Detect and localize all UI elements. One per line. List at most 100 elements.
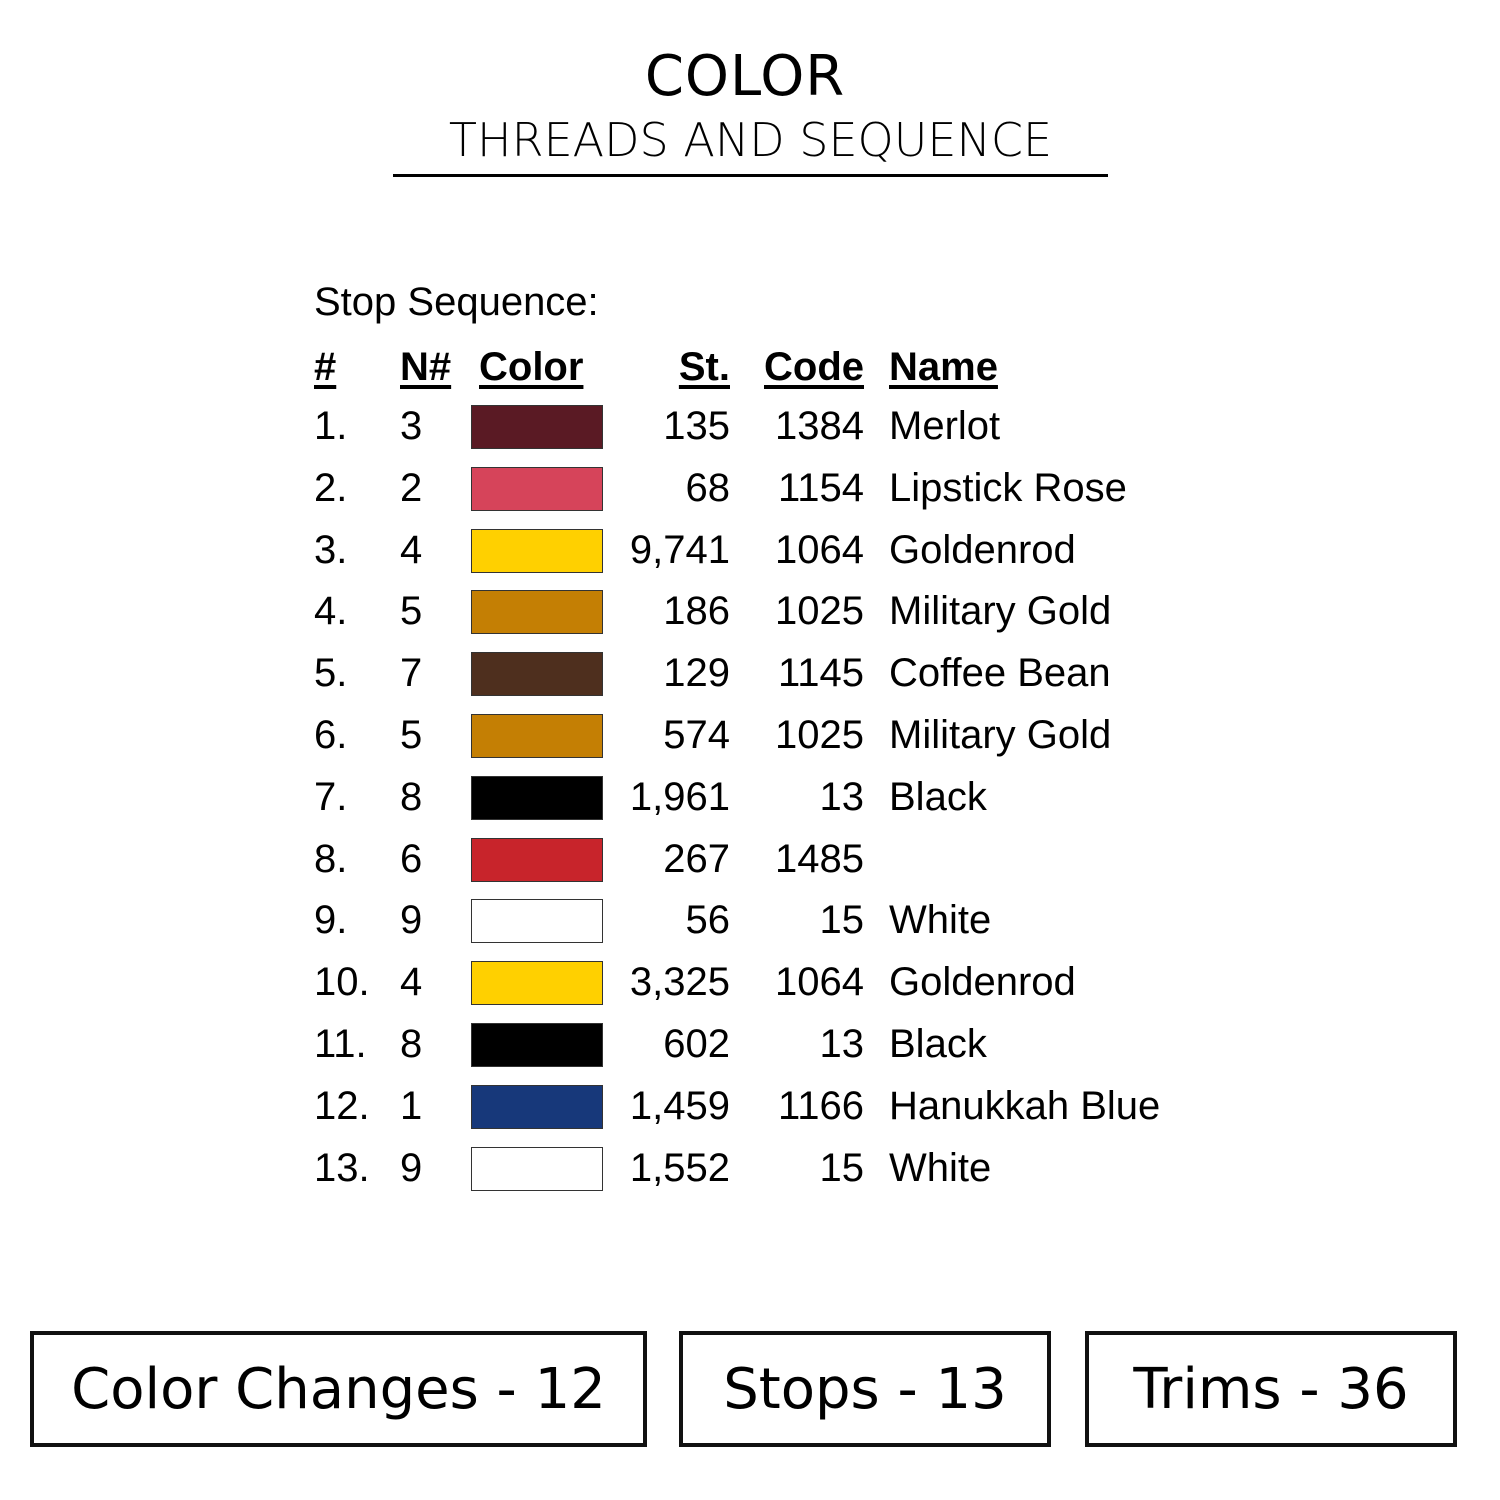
stitch-count: 602 [663,1022,730,1066]
row-number: 8. [314,836,348,881]
thread-name: Merlot [889,404,1001,448]
needle-number: 3 [400,404,423,448]
page-subtitle: THREADS AND SEQUENCE [393,112,1108,177]
table-row: 12. 1 1,459 1166 Hanukkah Blue [0,1084,1500,1134]
header-color: Color [479,345,584,389]
thread-name: Goldenrod [889,960,1076,1005]
table-row: 3. 4 9,741 1064 Goldenrod [0,528,1500,578]
thread-code: 1025 [775,713,864,757]
thread-code: 1166 [777,1083,864,1128]
thread-code: 1064 [775,527,864,572]
needle-number: 7 [400,651,423,696]
stops-label: Stops - 13 [723,1356,1007,1422]
color-swatch [471,466,603,511]
table-row: 8. 6 267 1485 [0,837,1500,887]
row-number: 12. [314,1083,370,1128]
needle-number: 5 [400,713,423,757]
thread-code: 13 [819,774,865,819]
stitch-count: 1,552 [629,1145,730,1190]
thread-code: 1025 [775,589,864,634]
stitch-count: 56 [685,898,731,943]
row-number: 10. [314,960,370,1005]
header-stitches: St. [678,345,730,389]
stitch-count: 68 [685,465,731,510]
color-swatch [471,714,603,758]
needle-number: 8 [400,774,423,819]
color-swatch [471,528,603,573]
table-row: 4. 5 186 1025 Military Gold [0,589,1500,639]
needle-number: 2 [400,465,423,510]
needle-number: 1 [400,1083,423,1128]
table-row: 11. 8 602 13 Black [0,1022,1500,1072]
thread-code: 1485 [775,836,864,881]
thread-code: 1145 [777,651,864,696]
row-number: 6. [314,713,348,757]
stitch-count: 9,741 [629,527,730,572]
thread-name: Goldenrod [889,527,1076,572]
stitch-count: 1,961 [629,774,730,819]
row-number: 3. [314,527,348,572]
stops-box: Stops - 13 [679,1331,1051,1447]
thread-code: 15 [819,898,865,943]
color-swatch [471,899,603,944]
table-row: 13. 9 1,552 15 White [0,1146,1500,1196]
stitch-count: 267 [663,836,730,881]
table-row: 7. 8 1,961 13 Black [0,775,1500,825]
thread-code: 1154 [777,465,864,510]
header-code: Code [764,345,864,389]
color-swatch [471,961,603,1006]
thread-name: Hanukkah Blue [889,1083,1161,1128]
needle-number: 4 [400,960,423,1005]
color-swatch [471,1146,603,1191]
table-header: # N# Color St. Code Name [0,345,1500,395]
header-num: # [314,345,337,389]
needle-number: 9 [400,898,423,943]
stitch-count: 3,325 [629,960,730,1005]
color-changes-label: Color Changes - 12 [71,1356,606,1422]
stitch-count: 1,459 [629,1083,730,1128]
table-row: 10. 4 3,325 1064 Goldenrod [0,960,1500,1010]
header-name: Name [889,345,998,389]
row-number: 2. [314,465,348,510]
table-row: 5. 7 129 1145 Coffee Bean [0,651,1500,701]
color-swatch [471,405,603,449]
needle-number: 8 [400,1022,423,1066]
needle-number: 5 [400,589,423,634]
row-number: 5. [314,651,348,696]
thread-name: Black [889,1022,987,1066]
stitch-count: 129 [663,651,730,696]
row-number: 13. [314,1145,370,1190]
thread-code: 1384 [775,404,864,448]
table-row: 9. 9 56 15 White [0,898,1500,948]
thread-code: 15 [819,1145,865,1190]
trims-label: Trims - 36 [1133,1356,1409,1422]
page-title: COLOR [644,44,846,109]
table-row: 2. 2 68 1154 Lipstick Rose [0,466,1500,516]
row-number: 4. [314,589,348,634]
color-changes-box: Color Changes - 12 [30,1331,647,1447]
thread-name: White [889,898,992,943]
table-row: 1. 3 135 1384 Merlot [0,404,1500,454]
thread-name: Military Gold [889,713,1112,757]
color-swatch [471,652,603,697]
stitch-count: 135 [663,404,730,448]
color-swatch [471,837,603,882]
header-needle: N# [400,345,452,389]
color-swatch [471,775,603,820]
thread-name: Military Gold [889,589,1112,634]
thread-code: 1064 [775,960,864,1005]
thread-code: 13 [819,1022,865,1066]
needle-number: 4 [400,527,423,572]
table-row: 6. 5 574 1025 Military Gold [0,713,1500,763]
needle-number: 6 [400,836,423,881]
needle-number: 9 [400,1145,423,1190]
thread-name: White [889,1145,992,1190]
color-swatch [471,1084,603,1129]
thread-name: Lipstick Rose [889,465,1127,510]
trims-box: Trims - 36 [1085,1331,1457,1447]
color-swatch [471,590,603,635]
color-swatch [471,1023,603,1067]
thread-name: Black [889,774,987,819]
row-number: 7. [314,774,348,819]
stitch-count: 574 [663,713,730,757]
